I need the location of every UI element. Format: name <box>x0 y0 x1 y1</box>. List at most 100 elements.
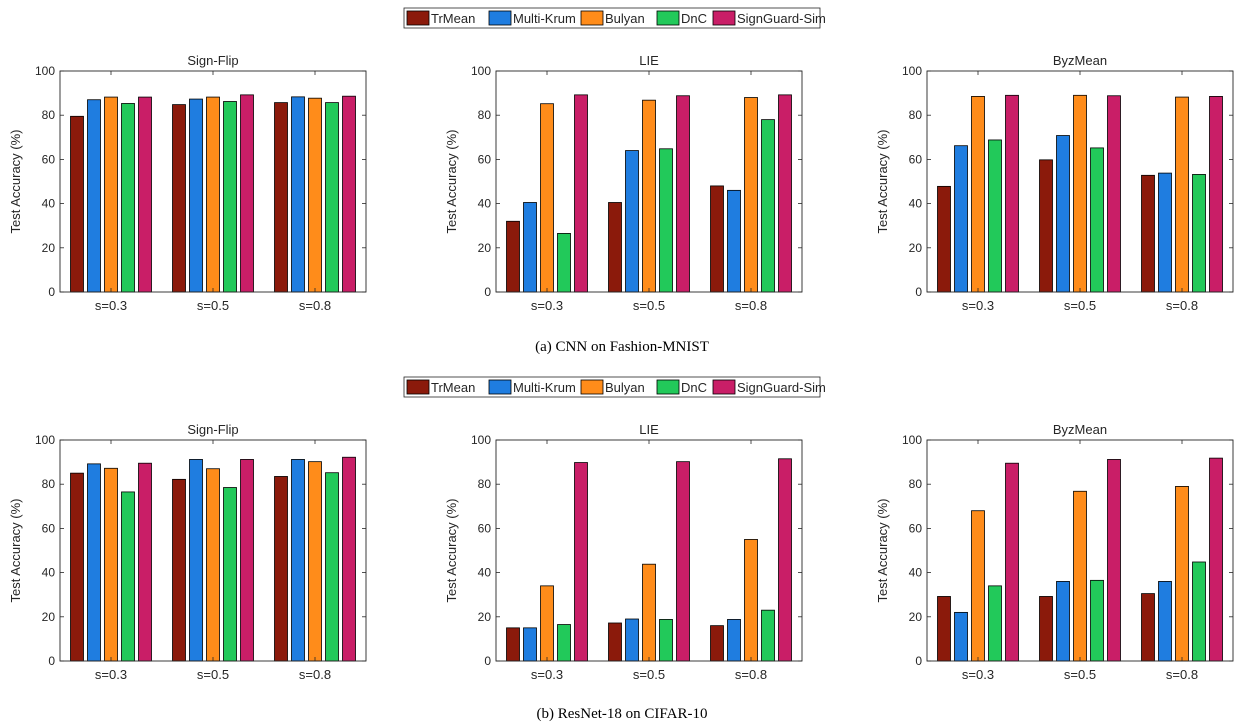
legend-swatch <box>580 379 604 395</box>
legend-label: SignGuard-Sim <box>737 11 826 26</box>
legend-label: SignGuard-Sim <box>737 380 826 395</box>
bar <box>1192 561 1206 662</box>
bar <box>87 99 101 293</box>
legend-item: Multi-Krum <box>488 10 576 26</box>
y-tick-label: 20 <box>909 610 923 624</box>
y-tick-label: 80 <box>478 477 492 491</box>
legend-swatch <box>712 379 736 395</box>
bar <box>1039 596 1053 662</box>
bar <box>1005 94 1019 293</box>
legend-label: TrMean <box>431 380 475 395</box>
bar <box>1192 174 1206 293</box>
y-tick-label: 20 <box>42 241 56 255</box>
legend-label: Bulyan <box>605 11 645 26</box>
y-tick-label: 80 <box>478 108 492 122</box>
bar <box>325 472 339 662</box>
bar <box>189 98 203 293</box>
legend-item: DnC <box>656 379 707 395</box>
y-tick-label: 60 <box>909 521 923 535</box>
bar <box>761 119 775 293</box>
bar <box>342 456 356 662</box>
bar <box>988 585 1002 662</box>
legend-label: DnC <box>681 380 707 395</box>
bar <box>608 622 622 662</box>
bar <box>1005 462 1019 662</box>
y-tick-label: 40 <box>42 566 56 580</box>
axes-box <box>926 439 1234 662</box>
chart-title: LIE <box>639 53 659 68</box>
y-tick-label: 100 <box>471 64 491 78</box>
figure-group: TrMean Multi-Krum Bulyan DnC SignGuard-Sim Si… <box>8 376 1234 722</box>
y-axis-label: Test Accuracy (%) <box>8 498 23 602</box>
x-tick-label: s=0.8 <box>299 298 331 313</box>
legend-item: DnC <box>656 10 707 26</box>
bar <box>104 467 118 662</box>
x-tick-label: s=0.8 <box>1166 667 1198 682</box>
legend-swatch <box>656 379 680 395</box>
axes-box <box>495 70 803 293</box>
bar <box>954 611 968 662</box>
bar <box>1158 581 1172 662</box>
bar <box>1209 457 1223 662</box>
figure-caption: (b) ResNet-18 on CIFAR-10 <box>537 706 708 722</box>
y-tick-label: 0 <box>48 285 55 299</box>
bar <box>710 625 724 662</box>
legend-swatch <box>488 10 512 26</box>
bar <box>642 99 656 293</box>
bar <box>778 458 792 662</box>
legend-item: TrMean <box>406 379 475 395</box>
bar <box>87 463 101 662</box>
x-tick-label: s=0.5 <box>633 298 665 313</box>
bar <box>744 539 758 662</box>
y-tick-label: 40 <box>909 197 923 211</box>
bar <box>291 96 305 293</box>
y-tick-label: 100 <box>35 433 55 447</box>
bar <box>121 491 135 662</box>
y-tick-label: 40 <box>478 197 492 211</box>
x-tick-label: s=0.5 <box>197 667 229 682</box>
legend-label: Multi-Krum <box>513 11 576 26</box>
bar <box>506 220 520 293</box>
y-tick-label: 0 <box>915 654 922 668</box>
legend-item: Bulyan <box>580 379 645 395</box>
legend-swatch <box>712 10 736 26</box>
bar <box>574 462 588 662</box>
bar <box>70 115 84 293</box>
bar <box>325 102 339 293</box>
y-tick-label: 100 <box>35 64 55 78</box>
bar <box>1090 579 1104 662</box>
x-tick-label: s=0.8 <box>1166 298 1198 313</box>
bar <box>172 104 186 293</box>
axes-box <box>59 439 367 662</box>
legend-swatch <box>406 379 430 395</box>
y-tick-label: 0 <box>48 654 55 668</box>
axes-box <box>495 439 803 662</box>
bar <box>206 96 220 293</box>
y-axis-label: Test Accuracy (%) <box>875 129 890 233</box>
bar <box>676 95 690 293</box>
bar <box>1039 159 1053 293</box>
bar <box>761 609 775 662</box>
bar <box>506 627 520 662</box>
legend-item: SignGuard-Sim <box>712 379 826 395</box>
bar <box>172 478 186 662</box>
chart-title: Sign-Flip <box>187 422 238 437</box>
bar <box>1090 147 1104 293</box>
chart-panel: LIE Test Accuracy (%) 0 20 40 60 80 100 s=0.3 s=0… <box>444 422 803 682</box>
x-tick-label: s=0.3 <box>95 667 127 682</box>
legend: TrMean Multi-Krum Bulyan DnC SignGuard-Sim <box>403 7 826 29</box>
bar <box>291 459 305 662</box>
bar <box>1175 486 1189 662</box>
x-tick-label: s=0.3 <box>531 667 563 682</box>
x-tick-label: s=0.8 <box>735 298 767 313</box>
y-tick-label: 20 <box>42 610 56 624</box>
y-tick-label: 100 <box>902 433 922 447</box>
bar <box>1209 96 1223 293</box>
legend-swatch <box>488 379 512 395</box>
y-tick-label: 80 <box>909 108 923 122</box>
x-tick-label: s=0.5 <box>197 298 229 313</box>
bar <box>1056 581 1070 662</box>
bar <box>1141 174 1155 293</box>
x-tick-label: s=0.3 <box>962 667 994 682</box>
legend-label: TrMean <box>431 11 475 26</box>
